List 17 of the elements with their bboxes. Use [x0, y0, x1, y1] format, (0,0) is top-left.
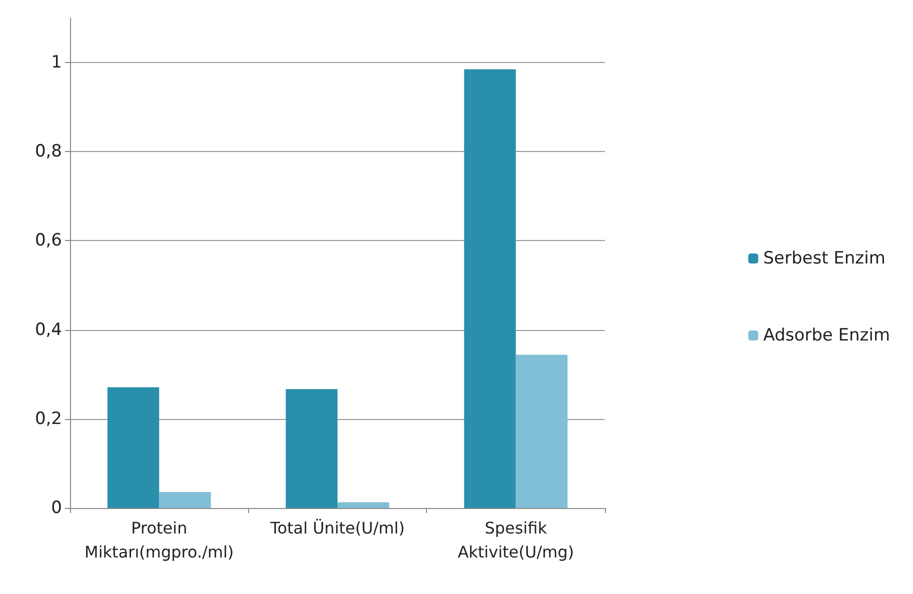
bar	[516, 354, 568, 508]
bar	[107, 387, 160, 508]
bar	[338, 502, 390, 508]
legend-label: Adsorbe Enzim	[763, 326, 890, 346]
y-tick-label: 0,4	[34, 320, 62, 340]
y-tick-label: 1	[51, 52, 62, 73]
bar	[159, 492, 211, 508]
y-tick-label: 0,6	[34, 230, 62, 251]
x-tick-label: Total Ünite(U/ml)	[269, 518, 405, 538]
bar	[464, 69, 516, 508]
x-tick-label: Protein Miktarı(mgpro./ml)	[84, 518, 234, 562]
y-tick-label: 0	[51, 498, 62, 518]
x-tick-label: Spesifik Aktivite(U/mg)	[458, 518, 574, 562]
bar	[286, 389, 338, 508]
y-tick-label: 0,8	[34, 142, 62, 162]
y-tick-label: 0,2	[34, 408, 62, 429]
legend-label: Serbest Enzim	[763, 248, 886, 268]
